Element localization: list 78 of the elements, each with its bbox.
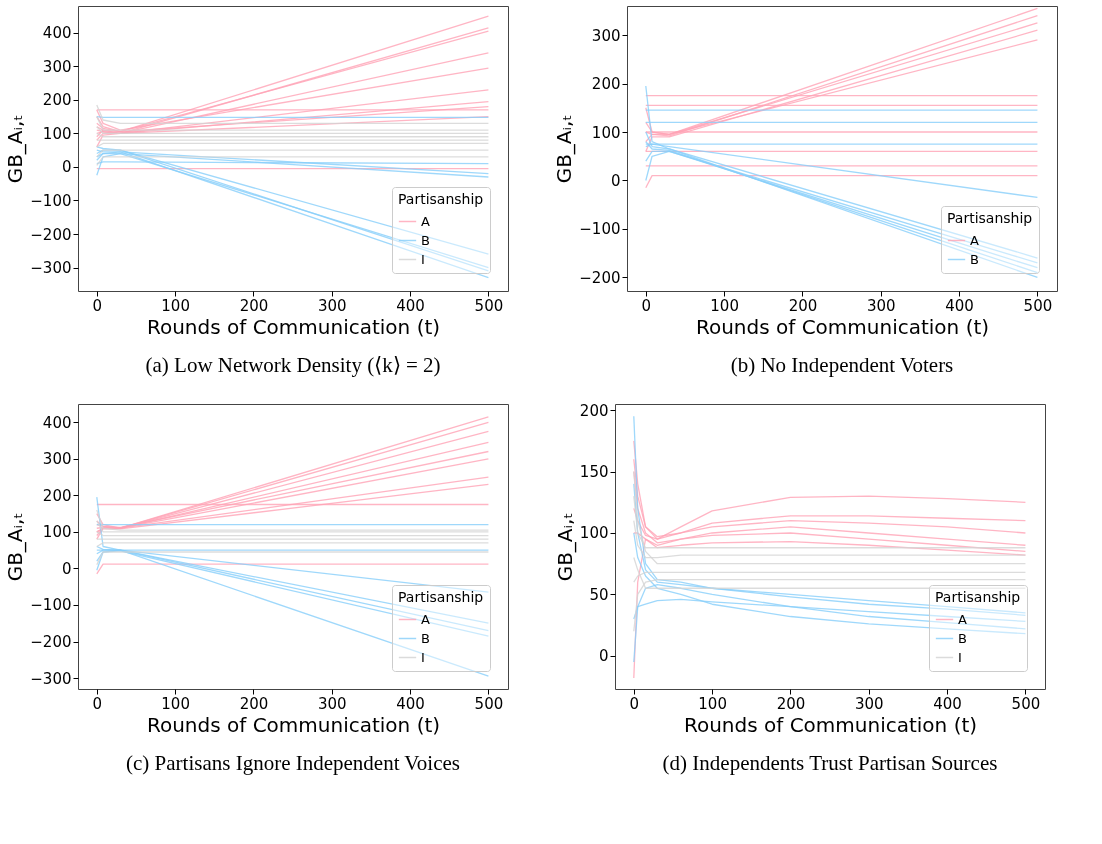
y-tick-label: −200 — [30, 633, 72, 651]
x-tick-label: 100 — [161, 694, 190, 713]
y-tick-label: −300 — [30, 669, 72, 688]
y-tick-label: 300 — [42, 450, 72, 469]
y-axis-title: GB_Aᵢ,ₜ — [552, 512, 577, 582]
legend-label: I — [421, 649, 425, 665]
y-tick-label: −100 — [30, 191, 72, 210]
legend-label: A — [958, 611, 967, 627]
y-tick-label: 400 — [42, 24, 72, 43]
x-tick-label: 500 — [1011, 694, 1041, 713]
x-tick-label: 0 — [629, 694, 640, 713]
y-tick-label: 300 — [42, 57, 72, 76]
y-tick-label: 100 — [42, 124, 72, 143]
y-tick-label: −200 — [579, 268, 621, 287]
x-tick-label: 500 — [474, 694, 504, 713]
x-tick-label: 0 — [641, 296, 652, 315]
y-axis-title: GB_Aᵢ,ₜ — [552, 114, 577, 184]
y-tick-label: 150 — [579, 463, 609, 482]
legend-label: I — [958, 649, 962, 665]
x-tick-label: 500 — [1023, 296, 1053, 315]
x-tick-label: 400 — [396, 296, 425, 315]
legend-title: Partisanship — [947, 210, 1033, 226]
y-tick-label: 0 — [61, 559, 72, 578]
y-tick-label: 50 — [589, 585, 609, 604]
x-tick-label: 200 — [239, 296, 269, 315]
legend-label: A — [970, 232, 979, 248]
y-tick-label: 400 — [42, 413, 72, 432]
y-tick-label: −300 — [30, 259, 72, 278]
x-tick-label: 400 — [945, 296, 974, 315]
y-axis-title: GB_Aᵢ,ₜ — [3, 114, 28, 184]
legend-label: A — [421, 213, 430, 229]
y-tick-label: −200 — [30, 225, 72, 244]
legend-label: B — [970, 251, 979, 267]
x-tick-label: 100 — [698, 694, 727, 713]
x-tick-label: 100 — [161, 296, 190, 315]
x-tick-label: 100 — [710, 296, 739, 315]
x-tick-label: 400 — [933, 694, 962, 713]
y-tick-label: 200 — [42, 486, 72, 505]
x-tick-label: 300 — [854, 694, 884, 713]
x-tick-label: 0 — [92, 694, 103, 713]
text: (c) Partisans Ignore Independent Voices — [126, 751, 460, 775]
x-tick-label: 300 — [317, 296, 347, 315]
y-tick-label: −100 — [579, 220, 621, 239]
y-axis-title: GB_Aᵢ,ₜ — [3, 512, 28, 582]
y-tick-label: 200 — [579, 401, 609, 420]
text: (d) Independents Trust Partisan Sources — [662, 751, 998, 775]
text: (a) Low Network Density (⟨k⟩ = 2) — [145, 353, 441, 377]
y-tick-label: 200 — [42, 91, 72, 110]
legend-label: A — [421, 611, 430, 627]
x-tick-label: 200 — [788, 296, 818, 315]
x-tick-label: 0 — [92, 296, 103, 315]
legend-title: Partisanship — [398, 589, 484, 605]
y-tick-label: 100 — [579, 524, 609, 543]
y-tick-label: 0 — [61, 158, 72, 177]
y-tick-label: 300 — [591, 26, 621, 45]
x-tick-label: 500 — [474, 296, 504, 315]
text: (b) No Independent Voters — [730, 353, 954, 377]
y-tick-label: 200 — [591, 75, 621, 94]
x-tick-label: 200 — [239, 694, 269, 713]
x-axis-title: Rounds of Communication (t) — [146, 712, 441, 737]
y-tick-label: 0 — [598, 647, 609, 666]
y-tick-label: 0 — [610, 171, 621, 190]
x-axis-title: Rounds of Communication (t) — [146, 314, 441, 339]
legend-label: B — [421, 630, 430, 646]
x-tick-label: 300 — [317, 694, 347, 713]
legend-title: Partisanship — [398, 191, 484, 207]
x-axis-title: Rounds of Communication (t) — [683, 712, 978, 737]
legend-label: B — [958, 630, 967, 646]
y-tick-label: 100 — [591, 123, 621, 142]
x-tick-label: 400 — [396, 694, 425, 713]
legend-label: B — [421, 232, 430, 248]
y-tick-label: −100 — [30, 596, 72, 615]
legend-title: Partisanship — [935, 589, 1021, 605]
x-tick-label: 300 — [866, 296, 896, 315]
legend-label: I — [421, 251, 425, 267]
x-tick-label: 200 — [776, 694, 806, 713]
x-axis-title: Rounds of Communication (t) — [695, 314, 990, 339]
y-tick-label: 100 — [42, 523, 72, 542]
